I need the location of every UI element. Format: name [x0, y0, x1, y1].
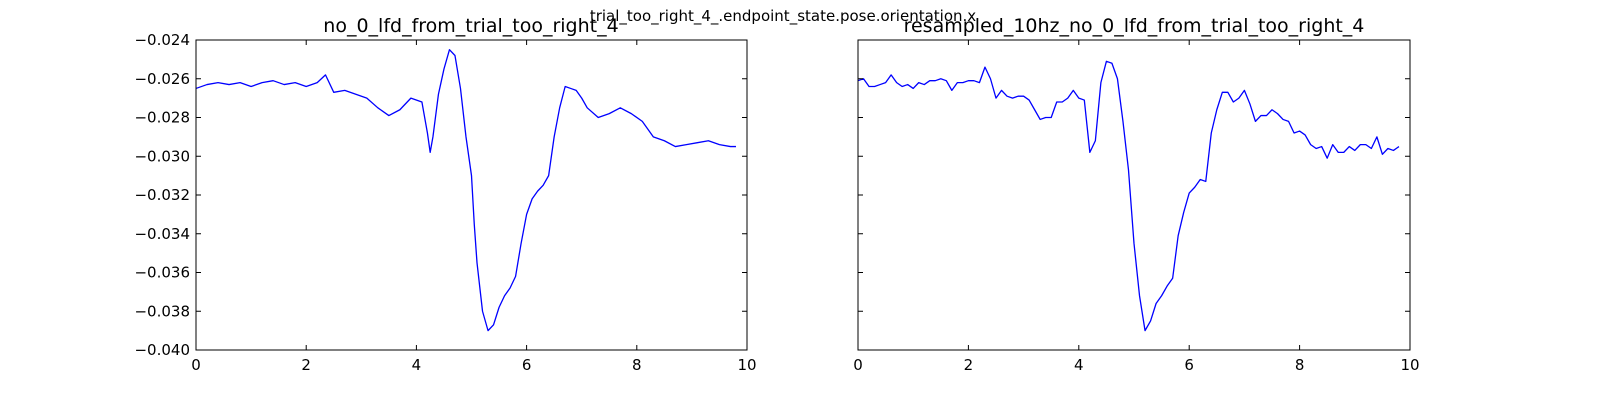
subplot-left-frame	[195, 39, 748, 351]
subplot-left-x-tick-label: 4	[412, 356, 422, 374]
subplot-left-y-tick-label: −0.024	[134, 31, 190, 49]
subplot-right-title: resampled_10hz_no_0_lfd_from_trial_too_r…	[904, 15, 1365, 37]
subplot-right-frame	[857, 39, 1411, 351]
subplot-right-x-tick-label: 4	[1074, 356, 1084, 374]
subplot-right-x-tick-label: 8	[1295, 356, 1305, 374]
subplot-left-x-tick-label: 0	[191, 356, 201, 374]
subplot-right-x-tick-label: 10	[1400, 356, 1419, 374]
subplot-right-x-tick-label: 6	[1184, 356, 1194, 374]
subplot-left-y-tick-label: −0.028	[134, 109, 190, 127]
subplot-right-x-tick-label: 0	[853, 356, 863, 374]
subplot-left-x-tick-label: 2	[301, 356, 311, 374]
subplot-left-y-tick-label: −0.030	[134, 147, 190, 165]
subplot-left-y-tick-label: −0.032	[134, 186, 190, 204]
subplot-left-y-tick-label: −0.038	[134, 302, 190, 320]
subplot-right-x-tick-label: 2	[964, 356, 974, 374]
subplot-left-y-tick-label: −0.040	[134, 341, 190, 359]
subplot-right: resampled_10hz_no_0_lfd_from_trial_too_r…	[853, 15, 1419, 374]
subplot-left-y-tick-label: −0.036	[134, 264, 190, 282]
figure-suptitle: trial_too_right_4_.endpoint_state.pose.o…	[590, 7, 976, 26]
subplot-left: no_0_lfd_from_trial_too_right_4 0 2 4 6 8 10 −…	[134, 15, 756, 374]
subplot-left-title: no_0_lfd_from_trial_too_right_4	[323, 15, 618, 37]
subplot-right-series-line	[857, 60, 1400, 332]
subplot-left-y-tick-label: −0.026	[134, 70, 190, 88]
subplot-left-x-tick-label: 6	[522, 356, 532, 374]
subplot-left-y-tick-label: −0.034	[134, 225, 190, 243]
subplot-left-x-tick-label: 10	[737, 356, 756, 374]
subplot-left-x-tick-label: 8	[632, 356, 642, 374]
subplot-left-series-line	[195, 49, 736, 332]
